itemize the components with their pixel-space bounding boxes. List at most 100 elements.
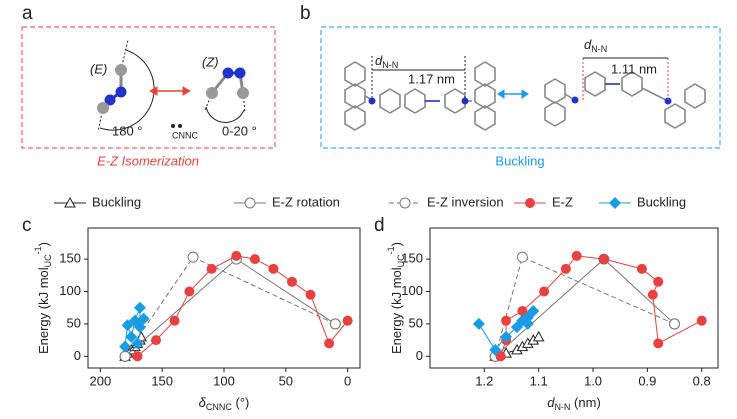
double-arrow	[497, 89, 529, 99]
label-sub: UC	[43, 254, 53, 267]
y-tick-label: 0	[74, 348, 81, 363]
marker	[653, 276, 664, 287]
legend-label: Buckling	[637, 194, 686, 209]
marker	[527, 304, 540, 317]
label-sub: CNNC	[206, 402, 232, 412]
legend-label: Buckling	[92, 194, 141, 209]
marker	[133, 321, 146, 334]
legend-label: E-Z rotation	[272, 194, 340, 209]
marker	[125, 330, 138, 343]
panel-frame	[21, 26, 276, 149]
marker	[539, 286, 550, 297]
label-sup: -1	[386, 246, 396, 254]
label-main: Energy (kJ mol	[389, 267, 404, 354]
marker	[517, 305, 528, 316]
label-main: δ	[199, 395, 207, 410]
marker	[598, 254, 609, 265]
label-after: (nm)	[570, 395, 600, 410]
marker	[329, 318, 341, 330]
y-tick-label: 50	[67, 315, 81, 330]
x-tick-label: 1.1	[530, 373, 548, 388]
y-tick-label: 150	[59, 251, 81, 266]
marker	[133, 301, 146, 314]
y-tick-label: 50	[409, 315, 423, 330]
legend-marker	[64, 196, 76, 208]
x-tick-label: 0	[344, 373, 351, 388]
marker	[119, 340, 132, 353]
isomer-label: (Z)	[202, 54, 219, 69]
molecule-z	[204, 67, 249, 123]
y-tick-label: 100	[59, 283, 81, 298]
dot	[178, 124, 182, 128]
symbol-sub: N-N	[591, 44, 607, 54]
marker	[500, 330, 513, 343]
marker	[516, 251, 528, 263]
isomer-label: (E)	[90, 61, 107, 76]
label-after: )	[36, 242, 51, 246]
panel-caption: Buckling	[495, 153, 544, 168]
panel-frame	[320, 26, 721, 149]
symbol-sub: N-N	[382, 60, 398, 70]
panel-label: c	[22, 215, 32, 236]
panel-caption: E-Z Isomerization	[97, 153, 199, 168]
marker	[206, 263, 217, 274]
marker	[501, 315, 512, 326]
marker	[268, 263, 279, 274]
marker	[495, 351, 506, 362]
angle-label: 0-20 °	[222, 123, 257, 138]
label-sub: UC	[396, 254, 406, 267]
x-tick-label: 100	[213, 373, 235, 388]
marker	[119, 350, 131, 362]
marker	[131, 337, 144, 350]
panel-label: d	[374, 215, 385, 236]
x-tick-label: 0.8	[693, 373, 711, 388]
panel-label: b	[300, 3, 311, 24]
marker	[647, 289, 658, 300]
label-after: )	[389, 242, 404, 246]
y-tick-label: 0	[416, 348, 423, 363]
x-tick-label: 0.9	[638, 373, 656, 388]
double-arrow	[148, 86, 192, 96]
marker	[132, 351, 143, 362]
distance-symbol: dN-N	[584, 37, 607, 54]
marker	[137, 312, 150, 325]
marker	[287, 276, 297, 287]
label-after: (°)	[232, 395, 249, 410]
marker	[489, 343, 502, 356]
marker	[151, 335, 161, 346]
x-tick-label: 1.2	[475, 373, 493, 388]
marker	[187, 251, 199, 263]
marker	[184, 286, 195, 297]
x-axis-label: dN-N (nm)	[547, 395, 601, 412]
molecule-e	[97, 39, 155, 133]
label-main: Energy (kJ mol	[36, 267, 51, 354]
label-sub: N-N	[554, 402, 570, 412]
marker	[231, 250, 242, 261]
marker	[532, 330, 545, 342]
series-line	[137, 255, 349, 357]
marker	[521, 317, 534, 330]
marker	[669, 318, 681, 330]
molecule-flat	[344, 56, 496, 131]
legend-marker	[609, 197, 621, 209]
marker	[472, 317, 485, 330]
marker	[560, 263, 571, 274]
angle-label: 180 °	[112, 123, 143, 138]
distance-label: 1.17 nm	[408, 71, 455, 86]
label-sup: -1	[33, 246, 43, 254]
distance-label: 1.11 nm	[611, 61, 657, 76]
dot	[171, 124, 175, 128]
legend-marker	[525, 198, 535, 208]
x-tick-label: 50	[279, 373, 293, 388]
legend-label: E-Z inversion	[427, 194, 504, 209]
marker	[169, 315, 180, 326]
distance-symbol: dN-N	[375, 53, 398, 70]
marker	[342, 315, 353, 326]
marker	[571, 250, 582, 261]
x-tick-label: 200	[90, 373, 112, 388]
marker	[249, 254, 260, 265]
y-tick-label: 100	[401, 283, 423, 298]
y-axis-label: Energy (kJ molUC-1)	[33, 242, 53, 354]
symbol: d	[584, 37, 592, 52]
marker	[305, 289, 316, 300]
